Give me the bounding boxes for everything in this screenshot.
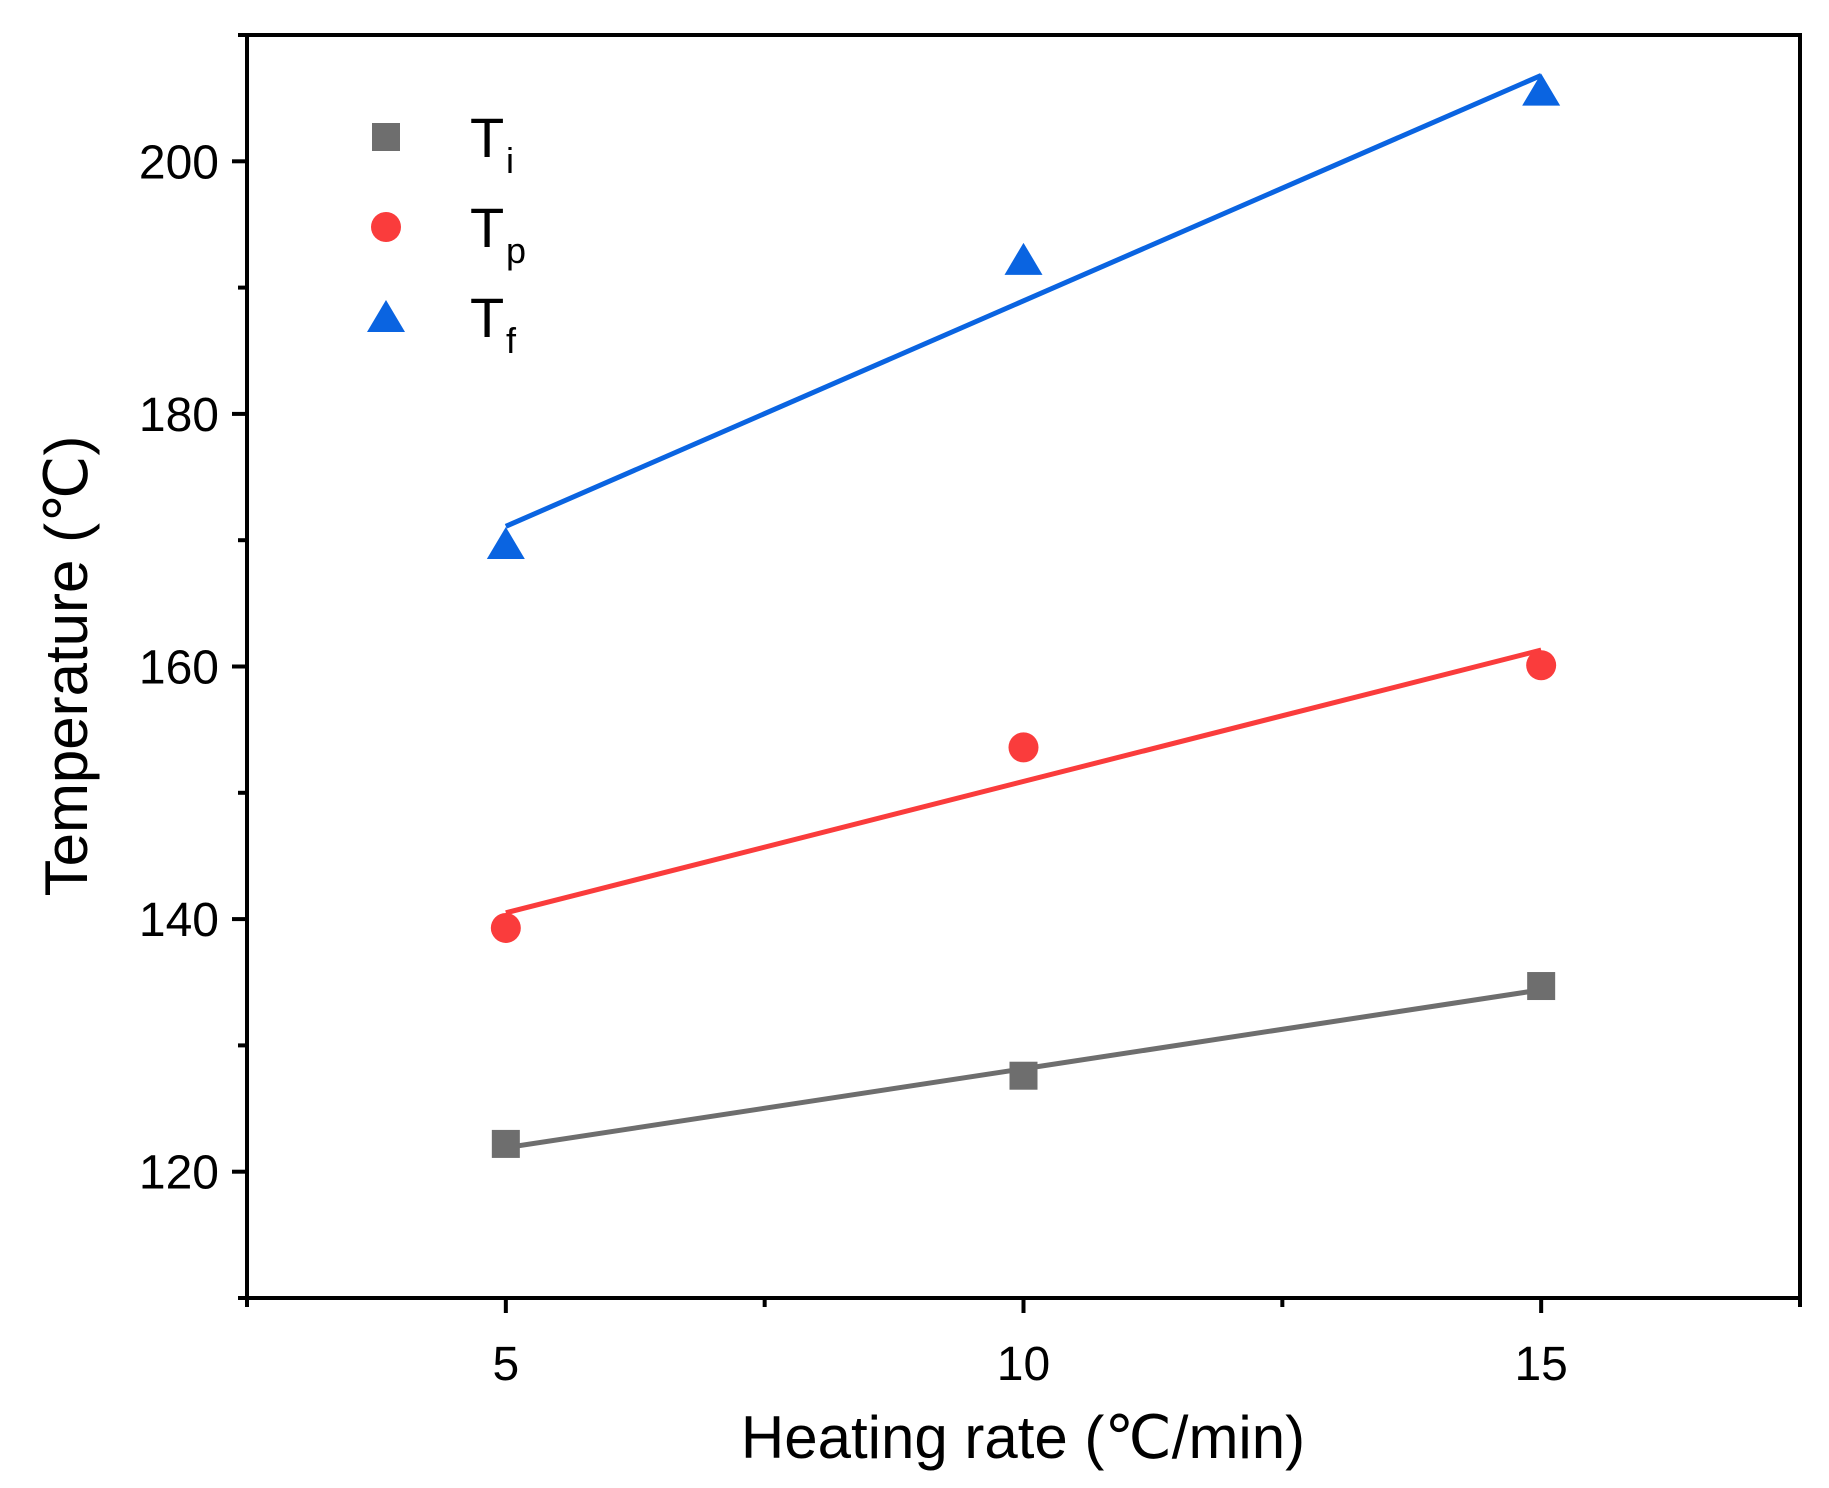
fit-line-tf <box>504 73 1543 529</box>
data-point-ti <box>1527 972 1556 1001</box>
data-point-tf <box>1522 73 1561 106</box>
fit-line-tp <box>505 647 1542 916</box>
y-tick-label: 140 <box>139 894 219 947</box>
legend-marker-ti <box>372 123 400 151</box>
x-tick-label: 5 <box>492 1338 519 1391</box>
legend-label-subscript: p <box>506 230 526 271</box>
legend-label-subscript: i <box>506 140 514 181</box>
y-tick-label: 180 <box>139 389 219 442</box>
data-markers <box>486 73 1561 1158</box>
legend-label-subscript: f <box>506 320 517 361</box>
y-tick-label: 160 <box>139 642 219 695</box>
legend-label: T <box>470 286 504 349</box>
data-point-tp <box>1008 732 1039 763</box>
y-axis-label: Temperature (℃) <box>33 436 100 897</box>
legend-marker-tf <box>367 300 405 332</box>
data-point-tf <box>486 526 525 559</box>
y-tick-label: 200 <box>139 136 219 189</box>
x-axis: 5 10 15 <box>245 1298 1802 1391</box>
legend-marker-tp <box>371 212 401 242</box>
y-axis: 120 140 160 180 200 <box>139 33 247 1300</box>
data-point-ti <box>491 1129 520 1158</box>
x-axis-label: Heating rate (℃/min) <box>741 1404 1305 1471</box>
y-tick-label: 120 <box>139 1147 219 1200</box>
x-tick-label: 10 <box>997 1338 1050 1391</box>
data-point-tf <box>1004 242 1043 275</box>
data-point-tp <box>490 912 521 943</box>
x-tick-label: 15 <box>1514 1338 1567 1391</box>
data-point-tp <box>1526 650 1557 681</box>
fit-lines <box>504 73 1543 1151</box>
data-point-ti <box>1009 1061 1038 1090</box>
legend-label: T <box>470 196 504 259</box>
legend-label: T <box>470 106 504 169</box>
